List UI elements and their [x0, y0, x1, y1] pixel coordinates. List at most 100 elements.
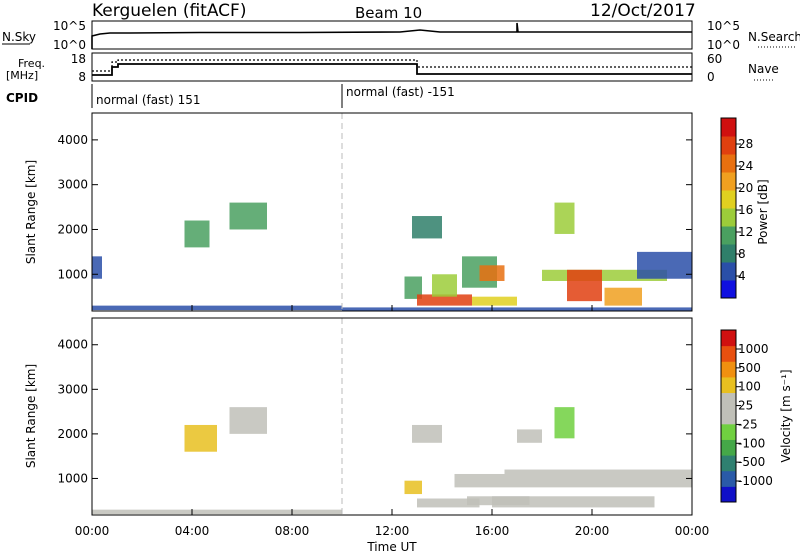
nsky-panel: N.Sky 10^5 10^0 10^5 10^0 N.Search [2, 19, 800, 52]
velocity-cbar-swatch [721, 439, 736, 456]
power-echo-region [432, 274, 457, 297]
power-echo-region [417, 294, 472, 306]
nave-trace [92, 59, 692, 72]
nsky-trace [91, 22, 692, 49]
power-cbar-tick-label: 4 [738, 269, 746, 283]
power-y-tick-label: 1000 [57, 267, 88, 281]
velocity-echo-region [454, 473, 505, 488]
nsearch-label: N.Search [748, 30, 800, 44]
velocity-echo-region [92, 509, 342, 515]
velocity-cbar-tick-label: -500 [738, 455, 765, 469]
power-y-tick-label: 4000 [57, 133, 88, 147]
x-tick-label: 20:00 [575, 524, 610, 538]
power-echo-region [404, 276, 422, 299]
date-title: 12/Oct/2017 [590, 1, 696, 21]
velocity-y-tick-label: 2000 [57, 427, 88, 441]
nave-tick-top: 60 [707, 52, 722, 66]
power-echo-region [542, 269, 667, 281]
power-cbar-tick-label: 12 [738, 225, 753, 239]
velocity-cbar-swatch [721, 408, 736, 425]
velocity-heatmap-panel: 1000 2000 3000 4000 Slant Range [km] [24, 317, 693, 516]
velocity-cbar-swatch [721, 455, 736, 472]
velocity-echo-region [412, 424, 442, 443]
velocity-cbar-tick-label: 25 [738, 399, 753, 413]
power-cbar-swatch [721, 136, 736, 155]
power-cbar-tick-label: 24 [738, 159, 753, 173]
power-echo-region [412, 216, 442, 239]
xaxis-label: Time UT [366, 540, 417, 554]
nsearch-tick-bottom: 10^0 [707, 38, 740, 52]
velocity-echo-region [554, 407, 575, 439]
velocity-echo-region [229, 407, 267, 434]
freq-tick-bottom: 8 [78, 70, 86, 84]
velocity-data-layer [92, 407, 692, 515]
power-echo-region [637, 251, 692, 279]
power-y-tick-label: 3000 [57, 178, 88, 192]
power-echo-region [554, 202, 575, 234]
power-echo-region [567, 269, 602, 302]
power-cbar-swatch [721, 244, 736, 263]
velocity-cbar-swatch [721, 392, 736, 409]
power-echo-region [479, 265, 505, 281]
velocity-y-tick-label: 4000 [57, 338, 88, 352]
nsky-tick-top: 10^5 [53, 19, 86, 33]
cpid-segment-1: normal (fast) 151 [96, 93, 200, 107]
power-colorbar: 28 24 20 16 12 8 4 [720, 117, 753, 299]
nave-tick-bottom: 0 [707, 70, 715, 84]
velocity-echo-region [517, 429, 542, 443]
power-cbar-tick-label: 20 [738, 181, 753, 195]
freq-unit: [MHz] [6, 69, 38, 82]
power-ylabel: Slant Range [km] [24, 160, 38, 264]
velocity-cbar-swatch [721, 486, 736, 503]
power-y-tick-label: 2000 [57, 222, 88, 236]
velocity-cbar-swatch [721, 423, 736, 440]
freq-trace [92, 63, 692, 76]
velocity-cbar-swatch [721, 330, 736, 347]
cpid-segment-2: normal (fast) -151 [346, 85, 455, 99]
nsearch-tick-top: 10^5 [707, 19, 740, 33]
power-data-layer [92, 202, 692, 311]
x-tick-label: 12:00 [375, 524, 410, 538]
power-cbar-swatch [721, 208, 736, 227]
velocity-cbar-tick-label: 500 [738, 361, 761, 375]
cpid-panel: CPID normal (fast) 151 normal (fast) -15… [6, 84, 455, 108]
velocity-colorbar-label: Velocity [m s⁻¹] [779, 369, 793, 462]
power-heatmap-panel: 1000 2000 3000 4000 Slant Range [km] [24, 112, 693, 312]
power-cbar-tick-label: 8 [738, 247, 746, 261]
velocity-echo-region [504, 469, 692, 488]
velocity-cbar-swatch [721, 361, 736, 378]
power-echo-region [184, 220, 210, 248]
velocity-echo-region [184, 424, 217, 452]
velocity-echo-region [492, 496, 655, 508]
nsky-tick-bottom: 10^0 [53, 38, 86, 52]
velocity-cbar-swatch [721, 470, 736, 487]
power-echo-region [342, 307, 692, 311]
x-tick-label: 00:00 [675, 524, 710, 538]
velocity-cbar-tick-label: -100 [738, 436, 765, 450]
velocity-echo-region [404, 480, 422, 495]
velocity-cbar-swatch [721, 345, 736, 362]
power-echo-region [92, 305, 342, 311]
freq-panel: Freq. [MHz] 18 8 60 0 Nave [6, 52, 779, 84]
power-cbar-swatch [721, 226, 736, 245]
nsky-label: N.Sky [2, 30, 36, 44]
velocity-echo-region [417, 498, 480, 508]
x-tick-label: 00:00 [75, 524, 110, 538]
power-y-ticks: 1000 2000 3000 4000 [57, 133, 692, 281]
nave-label: Nave [748, 62, 779, 76]
power-cbar-swatch [721, 280, 736, 299]
velocity-cbar-tick-label: -25 [738, 417, 758, 431]
velocity-colorbar: 1000 500 100 25 -25 -100 -500 -1000 [720, 329, 773, 503]
power-echo-region [92, 256, 102, 279]
power-cbar-tick-label: 16 [738, 203, 753, 217]
time-axis: 00:00 04:00 08:00 12:00 16:00 20:00 00:00 [75, 305, 710, 538]
station-title: Kerguelen (fitACF) [92, 1, 246, 21]
power-cbar-swatch [721, 154, 736, 173]
power-echo-region [472, 296, 517, 306]
power-echo-region [604, 287, 642, 306]
power-cbar-swatch [721, 190, 736, 209]
velocity-y-tick-label: 3000 [57, 382, 88, 396]
velocity-y-ticks: 1000 2000 3000 4000 [57, 338, 692, 485]
power-cbar-swatch [721, 172, 736, 191]
power-cbar-frame [720, 117, 737, 299]
